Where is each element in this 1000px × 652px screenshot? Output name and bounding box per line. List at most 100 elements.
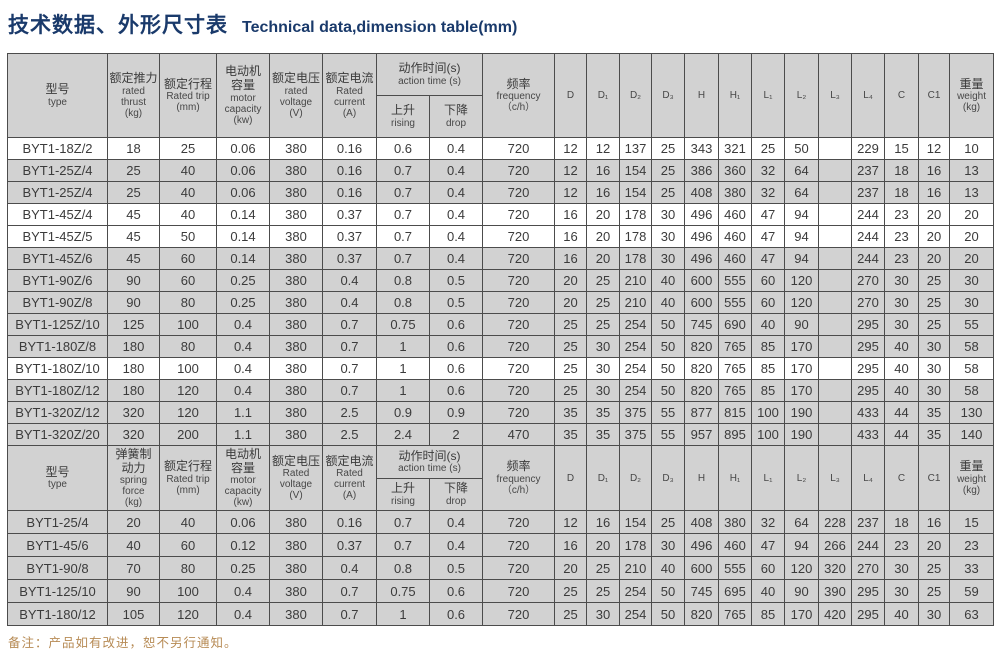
value-cell: 0.25 [216, 556, 270, 580]
value-cell: 0.37 [322, 533, 377, 557]
value-cell: 380 [269, 181, 323, 204]
value-cell: 380 [269, 423, 323, 446]
value-cell: 0.4 [428, 137, 484, 160]
value-cell: 15 [949, 510, 995, 534]
column-header: L₄ [851, 445, 886, 511]
value-cell: 100 [159, 579, 217, 603]
value-cell [818, 335, 853, 358]
value-cell: 180 [107, 357, 160, 380]
value-cell: 720 [482, 357, 556, 380]
column-header: D₂ [619, 445, 653, 511]
value-cell: 720 [482, 401, 556, 424]
value-cell: 0.4 [428, 181, 484, 204]
value-cell: 20 [949, 203, 995, 226]
value-cell: 0.4 [322, 291, 377, 314]
value-cell: 50 [651, 357, 686, 380]
value-cell [818, 379, 853, 402]
value-cell: 120 [159, 401, 217, 424]
table-row: BYT1-45Z/4 45 40 0.14 380 0.37 0.7 0.4 720 16 20 17… [7, 203, 995, 226]
value-cell: 30 [586, 602, 621, 626]
table-row: BYT1-320Z/20 320 200 1.1 380 2.5 2.4 2 470 35 35 37… [7, 423, 995, 446]
value-cell: 380 [269, 269, 323, 292]
value-cell: 496 [684, 203, 720, 226]
value-cell: 0.75 [376, 579, 430, 603]
column-header: D₂ [619, 53, 653, 138]
value-cell: 178 [619, 203, 653, 226]
value-cell: 295 [851, 357, 886, 380]
value-cell: 695 [718, 579, 753, 603]
column-header: D₃ [651, 53, 686, 138]
value-cell: 16 [554, 225, 588, 248]
table-row: BYT1-125Z/10 125 100 0.4 380 0.7 0.75 0.6 720 25 2… [7, 313, 995, 336]
value-cell: 20 [949, 225, 995, 248]
value-cell: 254 [619, 313, 653, 336]
column-header: L₁ [751, 53, 786, 138]
value-cell [818, 269, 853, 292]
value-cell: 0.7 [322, 579, 377, 603]
value-cell: 244 [851, 203, 886, 226]
value-cell: 20 [586, 203, 621, 226]
value-cell: 0.7 [376, 181, 430, 204]
value-cell: 380 [269, 335, 323, 358]
value-cell: 237 [851, 159, 886, 182]
value-cell: 137 [619, 137, 653, 160]
value-cell: 120 [784, 556, 820, 580]
value-cell: 720 [482, 269, 556, 292]
value-cell: 25 [651, 510, 686, 534]
value-cell: 390 [818, 579, 853, 603]
value-cell: 58 [949, 357, 995, 380]
value-cell: 0.7 [322, 335, 377, 358]
value-cell: 47 [751, 203, 786, 226]
model-cell: BYT1-18Z/2 [7, 137, 108, 160]
value-cell: 30 [918, 379, 951, 402]
value-cell: 94 [784, 203, 820, 226]
table-row: BYT1-90Z/6 90 60 0.25 380 0.4 0.8 0.5 720 20 25 210… [7, 269, 995, 292]
value-cell: 44 [884, 401, 920, 424]
value-cell: 320 [107, 401, 160, 424]
value-cell [818, 247, 853, 270]
value-cell: 957 [684, 423, 720, 446]
value-cell: 380 [269, 291, 323, 314]
value-cell: 496 [684, 247, 720, 270]
value-cell: 40 [159, 510, 217, 534]
value-cell: 820 [684, 357, 720, 380]
value-cell: 120 [159, 602, 217, 626]
value-cell: 100 [159, 357, 217, 380]
value-cell: 0.8 [376, 269, 430, 292]
value-cell: 0.7 [376, 247, 430, 270]
column-header: H [684, 445, 720, 511]
value-cell: 47 [751, 225, 786, 248]
value-cell: 1 [376, 357, 430, 380]
value-cell: 210 [619, 556, 653, 580]
value-cell: 20 [918, 225, 951, 248]
value-cell: 0.7 [322, 602, 377, 626]
value-cell [818, 291, 853, 314]
value-cell: 90 [784, 313, 820, 336]
value-cell: 720 [482, 291, 556, 314]
value-cell: 30 [651, 533, 686, 557]
value-cell: 80 [159, 335, 217, 358]
table-row: BYT1-25/4 20 40 0.06 380 0.16 0.7 0.4 720 12 16 154… [7, 510, 995, 534]
value-cell [818, 313, 853, 336]
value-cell: 12 [554, 137, 588, 160]
value-cell: 25 [554, 313, 588, 336]
value-cell: 16 [586, 159, 621, 182]
header-subrow: 上升 rising 下降 drop [8, 478, 994, 511]
column-header: D [554, 445, 588, 511]
value-cell: 0.4 [216, 379, 270, 402]
value-cell: 20 [554, 269, 588, 292]
value-cell: 64 [784, 510, 820, 534]
value-cell: 254 [619, 379, 653, 402]
page-title-en: Technical data,dimension table(mm) [242, 19, 518, 36]
value-cell: 154 [619, 510, 653, 534]
table-row: BYT1-25Z/4 25 40 0.06 380 0.16 0.7 0.4 720 12 16 15… [7, 159, 995, 182]
value-cell: 55 [651, 401, 686, 424]
value-cell: 85 [751, 335, 786, 358]
value-cell: 55 [949, 313, 995, 336]
value-cell: 94 [784, 533, 820, 557]
value-cell: 765 [718, 379, 753, 402]
value-cell: 16 [586, 181, 621, 204]
column-header: 上升 rising [376, 95, 430, 138]
value-cell: 295 [851, 379, 886, 402]
